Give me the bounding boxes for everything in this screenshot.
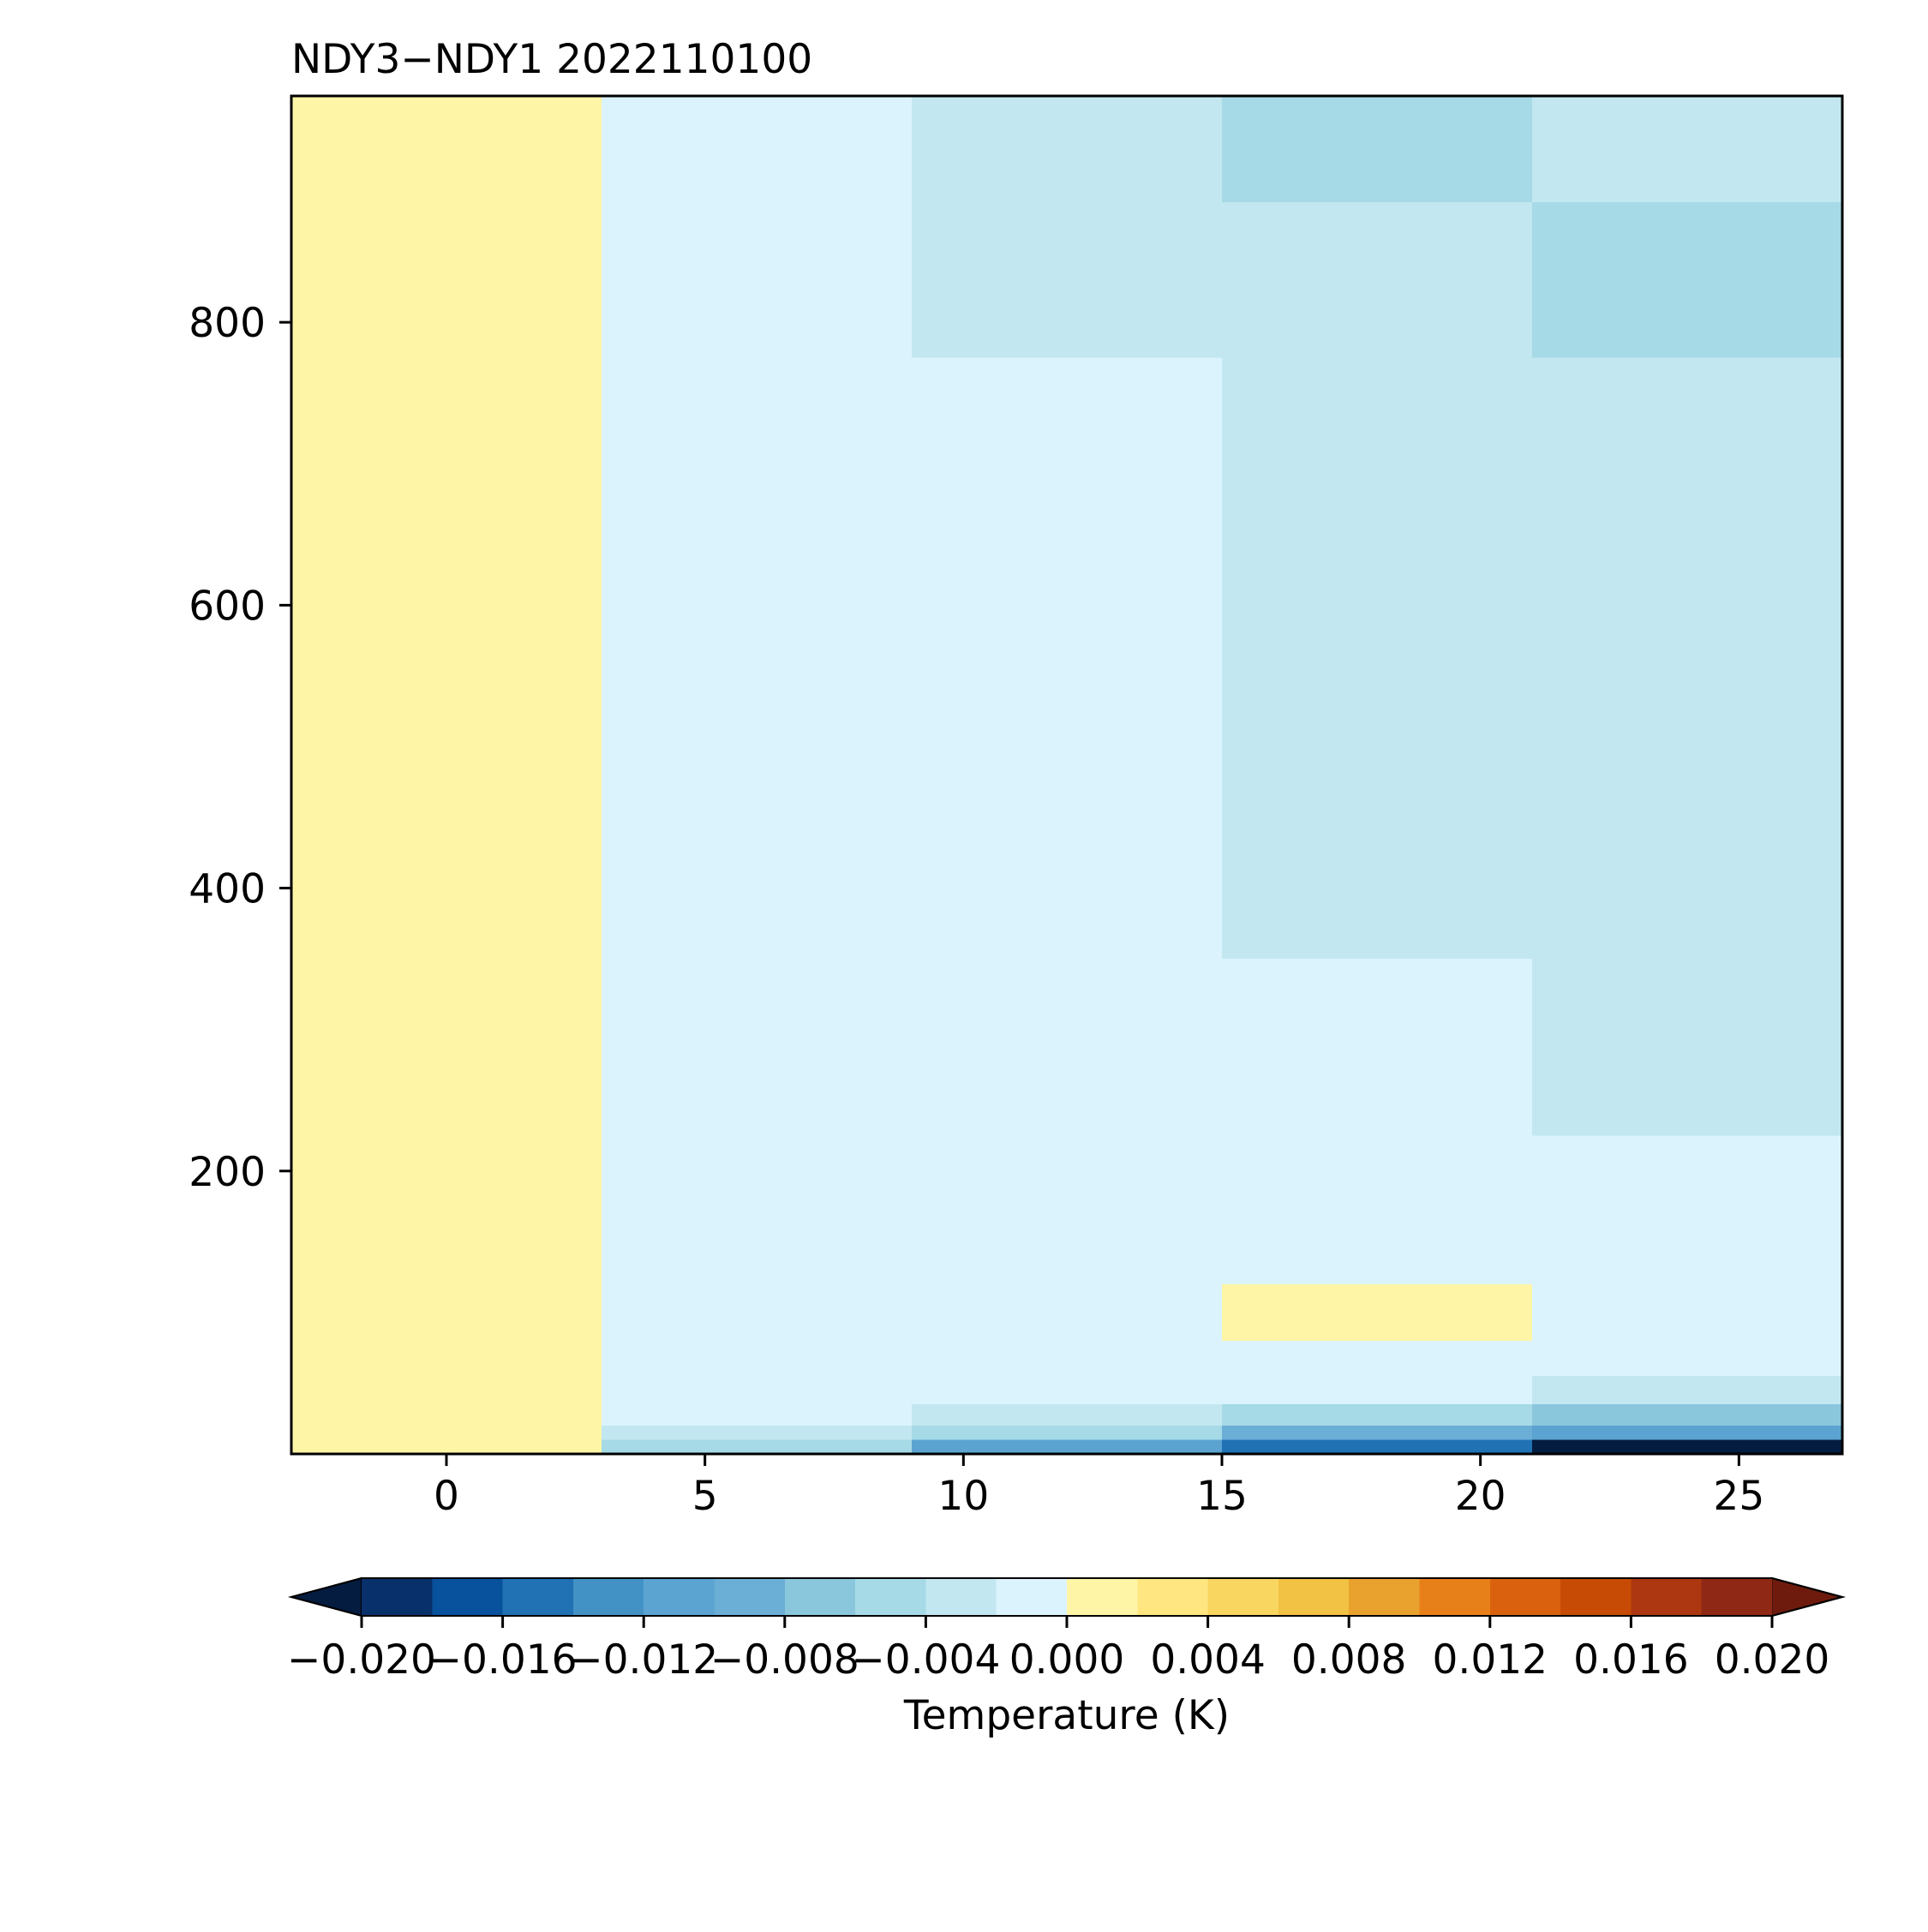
x-tick-label: 10 bbox=[937, 1473, 989, 1520]
heatmap-cell bbox=[1222, 201, 1532, 960]
heatmap-cell bbox=[1532, 1439, 1842, 1454]
heatmap-cell bbox=[602, 1425, 912, 1440]
colorbar-segment bbox=[1489, 1578, 1561, 1616]
colorbar-segment bbox=[362, 1578, 433, 1616]
heatmap-cell bbox=[1222, 1340, 1532, 1405]
colorbar-segment bbox=[1631, 1578, 1703, 1616]
x-tick-label: 20 bbox=[1455, 1473, 1506, 1520]
heatmap-cell bbox=[912, 1404, 1222, 1426]
colorbar-under-arrow bbox=[288, 1576, 362, 1618]
heatmap-cell bbox=[1532, 1404, 1842, 1426]
heatmap-cell bbox=[1222, 1439, 1532, 1454]
heatmap-cell bbox=[1222, 1404, 1532, 1426]
colorbar-segment bbox=[784, 1578, 856, 1616]
colorbar-tick-label: 0.020 bbox=[1715, 1636, 1830, 1684]
colorbar: −0.020−0.016−0.012−0.008−0.004 0.000 0.004… bbox=[287, 1576, 1846, 1684]
chart-title: NDY3−NDY1 2022110100 bbox=[291, 36, 812, 83]
colorbar-tick-label: 0.008 bbox=[1291, 1636, 1407, 1684]
heatmap-cell bbox=[1222, 96, 1532, 202]
colorbar-tick-label: −0.004 bbox=[851, 1636, 1000, 1684]
heatmap-cell bbox=[912, 1439, 1222, 1454]
colorbar-tick-label: −0.012 bbox=[569, 1636, 718, 1684]
x-tick-label: 5 bbox=[692, 1473, 718, 1520]
colorbar-tick-label: −0.016 bbox=[428, 1636, 578, 1684]
colorbar-segment bbox=[1419, 1578, 1491, 1616]
heatmap-cell bbox=[602, 96, 912, 1426]
x-tick-label: 0 bbox=[434, 1473, 459, 1520]
colorbar-segment bbox=[1278, 1578, 1350, 1616]
heatmap-cell bbox=[1532, 201, 1842, 358]
y-tick-label: 800 bbox=[189, 300, 266, 347]
colorbar-segment bbox=[1701, 1578, 1773, 1616]
heatmap-cell bbox=[1222, 1425, 1532, 1440]
colorbar-segment bbox=[502, 1578, 574, 1616]
heatmap-cell bbox=[1222, 1283, 1532, 1341]
heatmap-cell bbox=[1532, 1135, 1842, 1377]
heatmap-cell bbox=[602, 1439, 912, 1454]
y-tick-label: 400 bbox=[189, 866, 266, 913]
heatmap-cell bbox=[291, 96, 602, 1454]
heatmap-cell bbox=[912, 96, 1222, 358]
colorbar-tick-label: −0.008 bbox=[710, 1636, 859, 1684]
heatmap-cells bbox=[291, 96, 1842, 1454]
heatmap-cell bbox=[1532, 96, 1842, 202]
heatmap-cell bbox=[1222, 959, 1532, 1284]
heatmap-cell bbox=[912, 357, 1222, 1405]
y-tick-label: 600 bbox=[189, 583, 266, 630]
x-tick-label: 15 bbox=[1196, 1473, 1248, 1520]
x-tick-label: 25 bbox=[1713, 1473, 1764, 1520]
colorbar-segment bbox=[1067, 1578, 1138, 1616]
colorbar-tick-label: 0.012 bbox=[1433, 1636, 1548, 1684]
plot-frame bbox=[290, 94, 1844, 1456]
colorbar-segment bbox=[925, 1578, 997, 1616]
colorbar-segment bbox=[644, 1578, 715, 1616]
colorbar-segment bbox=[714, 1578, 786, 1616]
axis-ticks: 0 5 10 15 20 25 200 400 600 800 bbox=[189, 300, 1764, 1520]
colorbar-over-arrow bbox=[1771, 1576, 1846, 1618]
colorbar-label: Temperature (K) bbox=[903, 1692, 1230, 1739]
y-tick-label: 200 bbox=[189, 1149, 266, 1196]
colorbar-tick-label: 0.000 bbox=[1009, 1636, 1125, 1684]
colorbar-segment bbox=[572, 1578, 644, 1616]
colorbar-tick-label: 0.004 bbox=[1150, 1636, 1266, 1684]
colorbar-segment bbox=[1349, 1578, 1420, 1616]
colorbar-tick-label: 0.016 bbox=[1573, 1636, 1689, 1684]
heatmap-cell bbox=[1532, 1425, 1842, 1440]
heatmap-cell bbox=[1532, 357, 1842, 1136]
heatmap-cell bbox=[912, 1425, 1222, 1440]
colorbar-segment bbox=[1207, 1578, 1279, 1616]
colorbar-tick-label: −0.020 bbox=[287, 1636, 436, 1684]
colorbar-segment bbox=[432, 1578, 504, 1616]
heatmap-cell bbox=[1532, 1376, 1842, 1405]
colorbar-segment bbox=[855, 1578, 926, 1616]
colorbar-segment bbox=[1137, 1578, 1209, 1616]
colorbar-segment bbox=[996, 1578, 1068, 1616]
colorbar-segment bbox=[1560, 1578, 1632, 1616]
